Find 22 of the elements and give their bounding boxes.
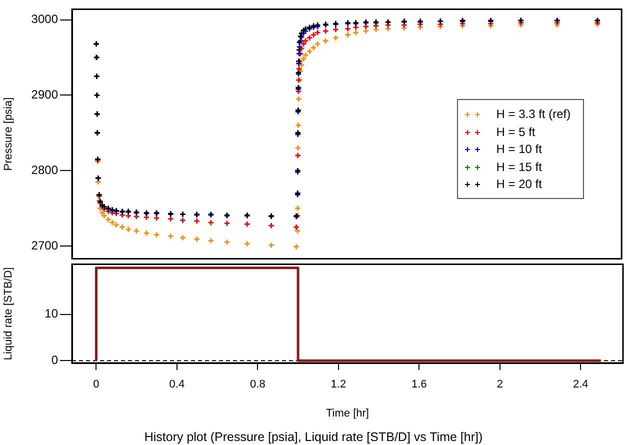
y-tick-label: 2800 — [31, 162, 58, 177]
x-axis-title: Time [hr] — [326, 407, 369, 420]
y-axis-title: Liquid rate [STB/D] — [2, 267, 15, 360]
x-tick-label: 0 — [93, 378, 100, 391]
text: History plot (Pressure [psia], Liquid rate [STB/D] vs Time [hr]) — [143, 430, 484, 444]
x-tick-label: 1.2 — [330, 378, 346, 391]
legend-label: H = 3.3 ft (ref) — [496, 107, 571, 122]
y-tick-label: 10 — [44, 306, 58, 321]
x-tick-label: 0.8 — [250, 378, 266, 391]
legend-label: H = 10 ft — [496, 142, 542, 156]
y-tick-label: 2700 — [31, 238, 58, 252]
x-tick-label: 1.6 — [412, 378, 427, 391]
legend-label: H = 15 ft — [496, 160, 542, 174]
x-tick-label: 2.4 — [572, 378, 588, 391]
y-axis-title: Pressure [psia] — [2, 97, 15, 171]
x-tick-label: 0.4 — [169, 378, 185, 391]
x-tick-label: 2 — [496, 378, 503, 391]
y-tick-label: 0 — [51, 352, 58, 367]
y-tick-label: 2900 — [31, 87, 58, 102]
legend-label: H = 20 ft — [496, 177, 542, 192]
legend-label: H = 5 ft — [496, 124, 536, 139]
y-tick-label: 3000 — [31, 12, 58, 26]
